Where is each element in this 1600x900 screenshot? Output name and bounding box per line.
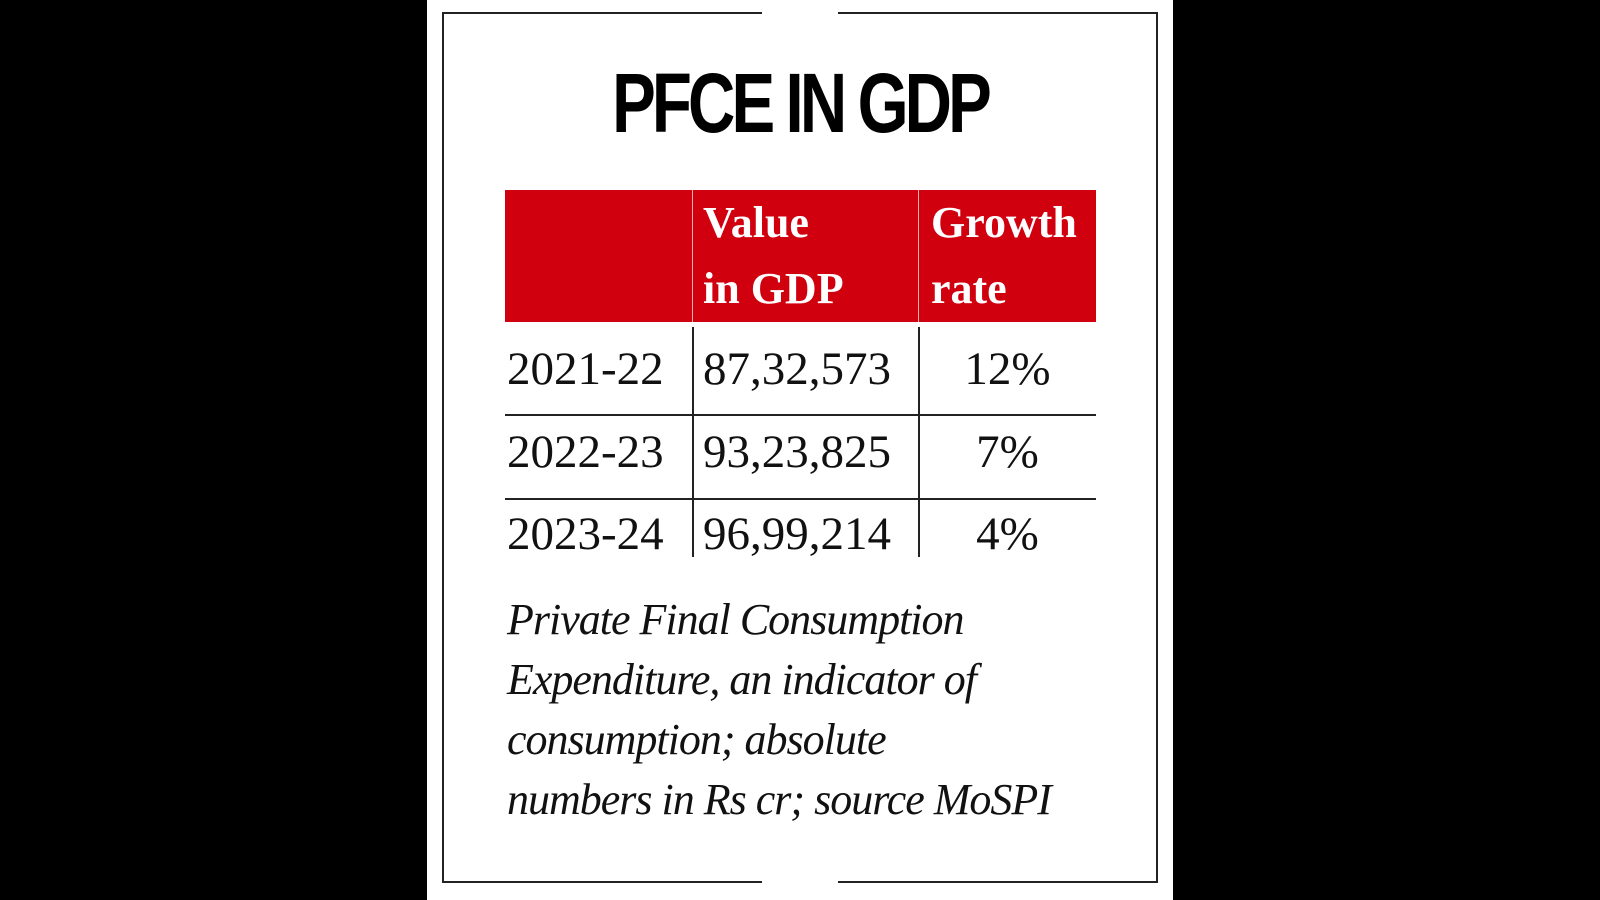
bottom-border-gap <box>762 879 838 885</box>
header-value-line: Value <box>703 198 809 247</box>
column-divider <box>918 327 920 557</box>
header-growth-line: rate <box>931 264 1007 313</box>
growth-cell: 7% <box>976 426 1039 478</box>
value-cell: 96,99,214 <box>703 508 891 560</box>
year-cell: 2023-24 <box>507 508 664 560</box>
growth-cell: 4% <box>976 508 1039 560</box>
caption-line: Expenditure, an indicator of <box>507 655 977 704</box>
infographic-panel <box>427 0 1173 900</box>
growth-cell: 12% <box>964 343 1051 395</box>
header-value: Value in GDP <box>693 190 918 322</box>
row-divider <box>505 414 1096 416</box>
header-divider <box>692 190 693 322</box>
header-divider <box>918 190 919 322</box>
caption: Private Final Consumption Expenditure, a… <box>507 590 1127 830</box>
table-header <box>505 190 1096 322</box>
column-divider <box>692 327 694 557</box>
header-growth: Growth rate <box>919 190 1099 322</box>
year-cell: 2021-22 <box>507 343 664 395</box>
header-growth-line: Growth <box>931 198 1077 247</box>
caption-line: consumption; absolute <box>507 715 887 764</box>
row-divider <box>505 498 1096 500</box>
value-cell: 93,23,825 <box>703 426 891 478</box>
chart-title: PFCE IN GDP <box>612 56 992 150</box>
caption-line: Private Final Consumption <box>507 595 965 644</box>
top-border-gap <box>762 9 838 15</box>
value-cell: 87,32,573 <box>703 343 891 395</box>
caption-line: numbers in Rs cr; source MoSPI <box>507 775 1052 824</box>
header-value-line: in GDP <box>703 264 844 313</box>
year-cell: 2022-23 <box>507 426 664 478</box>
